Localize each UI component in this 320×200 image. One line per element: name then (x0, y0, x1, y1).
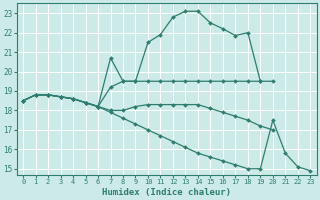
X-axis label: Humidex (Indice chaleur): Humidex (Indice chaleur) (102, 188, 231, 197)
